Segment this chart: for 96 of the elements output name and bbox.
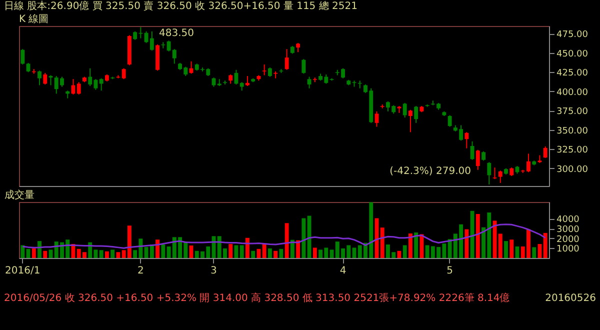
y-tick-label: 350.00	[556, 126, 588, 136]
line-series	[22, 224, 546, 249]
bar	[279, 248, 284, 258]
bar	[251, 250, 256, 258]
bar	[88, 242, 92, 258]
candlestick	[172, 48, 176, 64]
candlestick	[476, 149, 480, 170]
x-tick-label: 4	[340, 266, 346, 276]
bar	[420, 234, 424, 258]
candlestick	[262, 64, 266, 76]
bar	[498, 234, 502, 258]
bar	[307, 216, 312, 258]
bar	[99, 250, 104, 258]
candlestick	[302, 58, 306, 74]
candlestick	[99, 78, 104, 92]
candlestick	[26, 62, 30, 73]
bar	[414, 232, 418, 258]
bar	[110, 250, 115, 258]
y-tick-label: 1000	[556, 244, 580, 255]
candlestick	[543, 146, 548, 158]
bar	[228, 244, 233, 258]
y-tick-label: 475.00	[556, 30, 588, 40]
candlestick	[268, 67, 272, 78]
annotation: (-42.3%) 279.00	[390, 166, 471, 177]
bar	[20, 245, 25, 258]
y-tick-label: 325.00	[556, 146, 588, 156]
bar	[312, 248, 317, 258]
text: 20160526	[545, 292, 596, 305]
bar	[352, 248, 356, 258]
x-tick-label: 5	[446, 266, 453, 276]
bar	[262, 244, 266, 258]
candlestick	[492, 167, 497, 180]
bar	[94, 250, 98, 258]
candlestick	[284, 48, 289, 70]
y-tick-label: 4000	[556, 215, 580, 226]
candlestick	[122, 68, 126, 80]
chart-title: 成交量	[4, 189, 35, 201]
candlestick	[482, 150, 486, 162]
bar	[408, 233, 412, 258]
bar	[532, 247, 536, 258]
bar	[330, 250, 334, 258]
bar	[38, 241, 42, 258]
text: 2016/05/26 收 326.50 +16.50 +5.32% 開 314.00 高 328.50 低 313.50 2521張+78.92% 2226筆 8.14億	[4, 292, 510, 305]
candlestick	[20, 48, 25, 65]
bar	[32, 248, 36, 258]
bar	[296, 240, 300, 258]
bar	[510, 240, 514, 258]
x-tick-label: 2016/1	[5, 266, 40, 276]
bar	[116, 252, 120, 258]
bar	[290, 240, 294, 258]
text: 日線 股本:26.90億 買 325.50 賣 326.50 收 326.50+16.50 量 115 總 2521	[4, 0, 358, 13]
bar	[48, 250, 53, 258]
candlestick	[498, 170, 502, 184]
y-tick-label: 400.00	[556, 88, 588, 98]
candlestick	[464, 132, 469, 149]
bar	[504, 241, 508, 258]
candlestick	[487, 162, 492, 185]
candlestick	[38, 70, 42, 86]
candlestick	[43, 72, 48, 85]
candlestick	[296, 42, 300, 53]
bar	[402, 245, 407, 258]
bar	[156, 240, 160, 258]
bar	[543, 232, 548, 258]
bar	[268, 248, 272, 258]
y-tick-label: 450.00	[556, 49, 588, 60]
bar	[104, 251, 109, 258]
bar	[246, 238, 250, 258]
chart-title: K 線圖	[19, 14, 49, 25]
y-tick-label: 3000	[556, 225, 580, 236]
bar	[240, 245, 244, 258]
y-tick-label: 375.00	[556, 107, 588, 118]
candlestick	[228, 74, 233, 84]
candlestick	[76, 82, 81, 95]
bar	[284, 223, 289, 258]
bar	[464, 229, 469, 258]
candlestick	[408, 109, 412, 133]
candlestick	[414, 106, 418, 124]
y-tick-label: 300.00	[556, 164, 588, 175]
bar	[43, 250, 48, 258]
bar	[302, 218, 306, 258]
candlestick	[402, 102, 407, 118]
bar	[161, 244, 166, 258]
candlestick	[374, 110, 379, 128]
bar	[274, 250, 278, 258]
y-tick-label: 425.00	[556, 68, 588, 79]
annotation: 483.50	[159, 28, 194, 39]
bar	[476, 214, 480, 258]
bar	[234, 245, 238, 258]
candlestick	[448, 114, 452, 128]
bar	[256, 248, 261, 258]
y-tick-label: 2000	[556, 234, 580, 245]
bar	[380, 228, 384, 258]
x-tick-label: 2	[137, 266, 144, 276]
x-tick-label: 3	[210, 266, 217, 276]
candlestick	[307, 76, 312, 89]
candlestick	[88, 68, 92, 86]
